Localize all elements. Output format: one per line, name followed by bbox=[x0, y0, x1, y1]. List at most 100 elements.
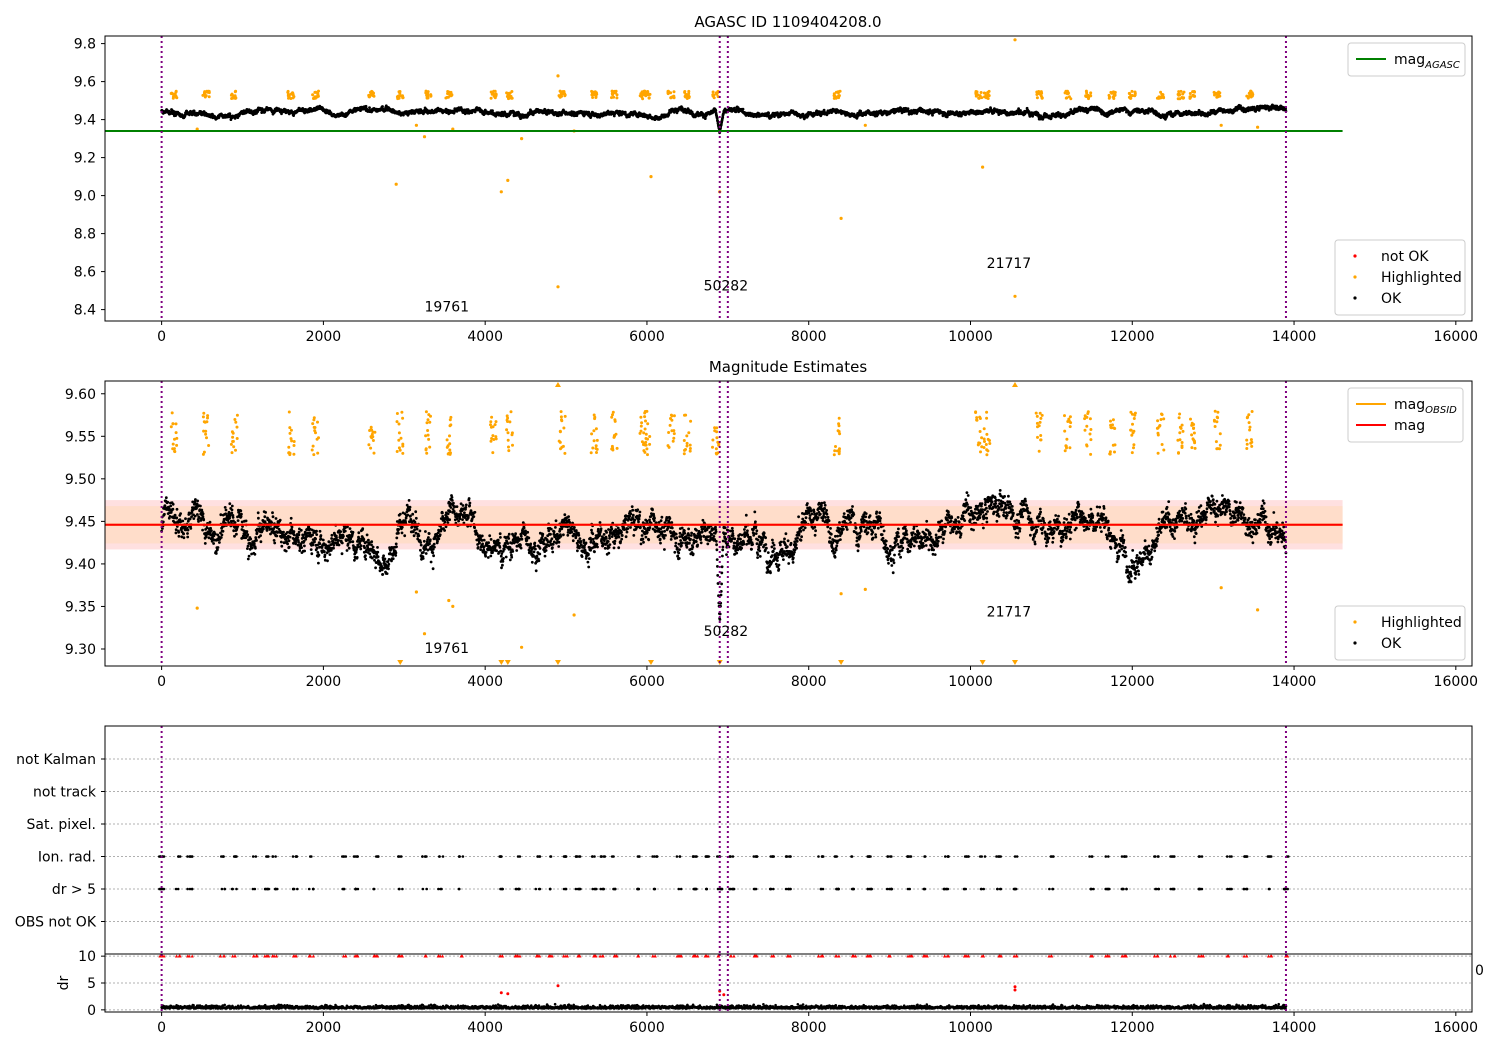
highlighted-point bbox=[838, 89, 842, 93]
obsid-label: 21717 bbox=[987, 256, 1032, 272]
ok-point bbox=[175, 516, 179, 520]
highlighted-point bbox=[590, 92, 594, 96]
highlighted-point bbox=[520, 137, 524, 141]
ok-point bbox=[213, 532, 217, 536]
ok-point bbox=[218, 541, 221, 544]
highlighted-point bbox=[1133, 93, 1137, 97]
ok-point bbox=[216, 546, 220, 549]
ok-point bbox=[177, 534, 181, 538]
highlighted-point bbox=[1013, 38, 1017, 42]
highlighted-point bbox=[445, 95, 449, 99]
highlighted-point bbox=[981, 165, 985, 169]
ok-point bbox=[244, 519, 248, 523]
highlighted-point bbox=[974, 94, 978, 98]
highlighted-point bbox=[1069, 97, 1073, 101]
highlighted-point bbox=[510, 90, 514, 93]
ok-point bbox=[491, 109, 494, 113]
top-frame bbox=[104, 35, 1473, 322]
highlighted-point bbox=[1216, 95, 1220, 99]
ok-point bbox=[228, 112, 232, 116]
legend-swatch-dot bbox=[1353, 254, 1357, 258]
ok-point bbox=[245, 530, 249, 533]
ok-point bbox=[175, 507, 179, 511]
highlighted-point bbox=[611, 91, 615, 95]
top-panel-title: AGASC ID 1109404208.0 bbox=[694, 13, 881, 31]
y-tick-label: 8.6 bbox=[74, 265, 96, 281]
ok-point bbox=[255, 531, 259, 534]
highlighted-point bbox=[367, 93, 371, 97]
highlighted-point bbox=[977, 96, 981, 100]
highlighted-point bbox=[639, 93, 643, 97]
ok-point bbox=[227, 521, 231, 525]
highlighted-point bbox=[1111, 90, 1115, 94]
ok-point bbox=[219, 536, 223, 539]
magnitude-agasc-panel: AGASC ID 1109404208.0 0 2000 4000 6000 8000 1… bbox=[74, 13, 1478, 345]
highlighted-point bbox=[683, 94, 687, 98]
ok-point bbox=[822, 108, 826, 112]
legend-entry-text: mag bbox=[1394, 52, 1425, 68]
ok-point bbox=[254, 546, 257, 550]
highlighted-point bbox=[1035, 90, 1039, 94]
ok-point bbox=[251, 546, 254, 550]
highlighted-point bbox=[370, 90, 374, 94]
ok-point bbox=[208, 520, 212, 524]
ok-point bbox=[186, 532, 189, 535]
legend-swatch-dot bbox=[1353, 275, 1357, 279]
highlighted-point bbox=[612, 95, 616, 99]
ok-point bbox=[240, 512, 243, 516]
ok-point bbox=[201, 512, 205, 516]
highlighted-point bbox=[987, 94, 991, 98]
y-tick-label: 9.0 bbox=[74, 189, 96, 205]
highlighted-point bbox=[422, 135, 427, 139]
ok-point bbox=[169, 504, 173, 508]
ok-point bbox=[235, 532, 238, 536]
highlighted-point bbox=[489, 96, 493, 100]
legend-entry-subscript: AGASC bbox=[1424, 60, 1460, 71]
ok-point bbox=[246, 547, 249, 550]
ok-point bbox=[223, 506, 227, 509]
highlighted-point bbox=[233, 94, 237, 98]
legend-entry-text: not OK bbox=[1381, 249, 1429, 265]
highlighted-point bbox=[646, 92, 650, 96]
x-tick-label: 4000 bbox=[467, 329, 503, 345]
ok-point bbox=[164, 496, 168, 500]
highlighted-point bbox=[1040, 91, 1044, 95]
ok-point bbox=[201, 515, 205, 518]
highlighted-point bbox=[1249, 95, 1253, 99]
highlighted-point bbox=[672, 90, 676, 94]
highlighted-point bbox=[426, 94, 430, 98]
highlighted-point bbox=[1177, 93, 1181, 97]
highlighted-point bbox=[446, 91, 450, 95]
legend-entry-text: Highlighted bbox=[1381, 270, 1462, 286]
ok-point bbox=[166, 500, 170, 504]
highlighted-point bbox=[1250, 91, 1254, 95]
highlighted-point bbox=[507, 94, 511, 98]
highlighted-point bbox=[979, 91, 983, 94]
highlighted-point bbox=[558, 89, 562, 93]
ok-point bbox=[259, 534, 262, 537]
highlighted-point bbox=[594, 96, 598, 99]
highlighted-point bbox=[207, 95, 211, 99]
highlighted-point bbox=[317, 89, 320, 93]
ok-point bbox=[214, 552, 218, 555]
highlighted-point bbox=[1089, 91, 1093, 95]
highlighted-point bbox=[711, 90, 715, 94]
highlighted-point bbox=[397, 94, 401, 98]
ok-point bbox=[230, 511, 234, 515]
ok-point bbox=[1146, 111, 1150, 115]
ok-point bbox=[163, 504, 167, 507]
highlighted-point bbox=[1188, 96, 1192, 100]
x-tick-label: 2000 bbox=[306, 329, 342, 345]
ok-point bbox=[192, 517, 196, 520]
ok-point bbox=[230, 504, 234, 508]
highlighted-point bbox=[666, 89, 670, 93]
highlighted-point bbox=[493, 89, 497, 93]
highlighted-point bbox=[1188, 92, 1192, 95]
highlighted-point bbox=[401, 96, 405, 100]
ok-point bbox=[173, 513, 177, 517]
highlighted-point bbox=[983, 91, 987, 95]
highlighted-point bbox=[1192, 94, 1196, 98]
ok-point bbox=[182, 536, 186, 540]
highlighted-point bbox=[234, 89, 238, 93]
highlighted-point bbox=[683, 90, 687, 93]
